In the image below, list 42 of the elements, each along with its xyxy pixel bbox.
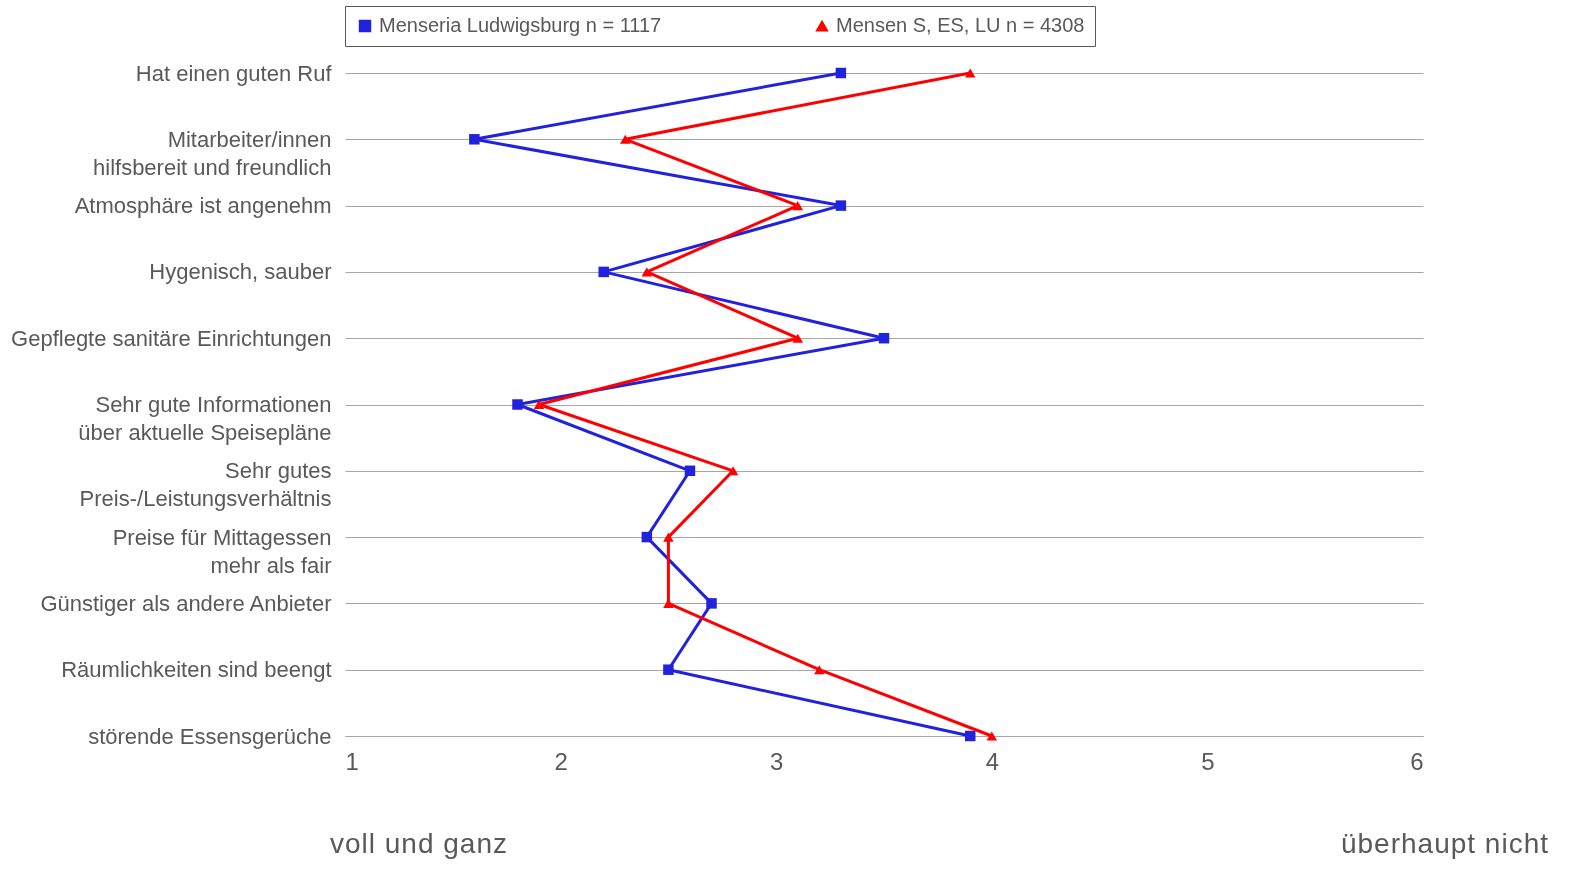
y-tick-label: Räumlichkeiten sind beengt xyxy=(61,657,332,683)
x-tick-label: 6 xyxy=(1410,747,1424,775)
point xyxy=(878,332,890,344)
point xyxy=(706,598,717,609)
point xyxy=(533,399,545,410)
point xyxy=(835,200,847,211)
y-tick-label: Gepflegte sanitäre Einrichtungen xyxy=(11,325,332,351)
point xyxy=(684,465,696,477)
x-tick-label: 4 xyxy=(985,747,999,775)
point xyxy=(620,134,631,144)
point xyxy=(598,266,609,278)
y-tick-label: Hat einen guten Ruf xyxy=(135,60,333,86)
legend-label: Mensen S, ES, LU n = 4308 xyxy=(836,14,1085,36)
point xyxy=(512,399,523,410)
legend-label: Menseria Ludwigsburg n = 1117 xyxy=(379,14,662,36)
point xyxy=(986,731,998,741)
point xyxy=(641,267,653,277)
y-tick-label: störende Essensgerüche xyxy=(88,723,332,749)
y-tick-label: Sehr gutes Preis-/Leistungsverhältnis xyxy=(79,458,332,512)
text: überhaupt nicht xyxy=(1340,828,1549,860)
text: voll und ganz xyxy=(330,828,509,860)
x-tick-label: 2 xyxy=(554,747,568,775)
x-tick-label: 1 xyxy=(345,747,359,775)
y-tick-label: Hygenisch, sauber xyxy=(149,259,332,285)
point xyxy=(641,531,653,543)
point xyxy=(792,333,803,343)
y-tick-label: Günstiger als andere Anbieter xyxy=(40,590,332,616)
x-tick-label: 5 xyxy=(1201,747,1215,775)
point xyxy=(469,134,480,145)
point xyxy=(965,68,976,78)
y-tick-label: Atmosphäre ist angenehm xyxy=(74,193,332,219)
x-tick-label: 3 xyxy=(770,747,784,775)
point xyxy=(663,532,674,542)
point xyxy=(835,67,847,79)
point xyxy=(965,730,976,742)
y-tick-label: Sehr gute Informationen über aktuelle Speisepläne xyxy=(78,392,332,445)
y-tick-label: Mitarbeiter/innen hilfsbereit und freundlich xyxy=(93,126,332,180)
point xyxy=(663,664,674,675)
point xyxy=(814,665,825,675)
point xyxy=(792,201,803,211)
y-tick-label: Preise für Mittagessen mehr als fair xyxy=(112,524,332,578)
point xyxy=(727,466,739,476)
